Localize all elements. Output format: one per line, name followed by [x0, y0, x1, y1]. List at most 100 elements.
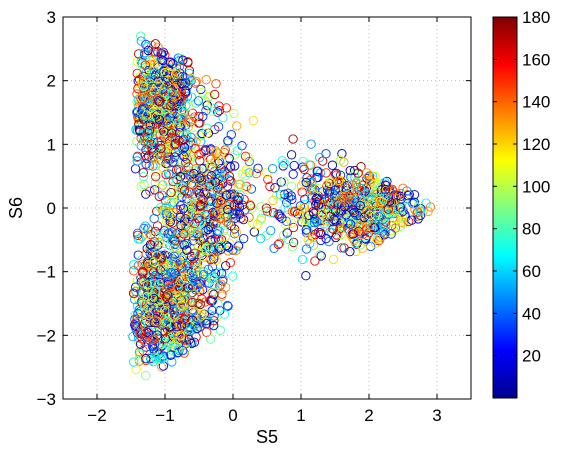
scatter-point	[132, 301, 143, 311]
scatter-point	[138, 81, 149, 92]
scatter-point	[228, 271, 238, 281]
scatter-point	[390, 204, 400, 214]
scatter-point	[231, 227, 241, 238]
scatter-point	[193, 299, 203, 310]
scatter-point	[187, 305, 197, 315]
scatter-point	[221, 282, 231, 293]
scatter-point	[220, 232, 230, 242]
scatter-point	[216, 148, 226, 159]
scatter-point	[216, 279, 226, 289]
scatter-point	[149, 257, 159, 267]
scatter-point	[149, 240, 159, 250]
scatter-point	[178, 203, 189, 214]
scatter-point	[215, 213, 225, 224]
scatter-point	[134, 119, 144, 129]
scatter-point	[240, 151, 251, 161]
scatter-point	[168, 176, 178, 187]
scatter-point	[234, 183, 244, 193]
scatter-point	[132, 136, 142, 147]
scatter-point	[190, 248, 200, 258]
scatter-point	[222, 300, 233, 311]
scatter-point	[208, 274, 218, 285]
scatter-point	[186, 199, 196, 209]
scatter-point	[317, 209, 327, 219]
scatter-point	[233, 195, 243, 205]
scatter-point	[150, 352, 160, 362]
scatter-point	[161, 302, 171, 312]
scatter-point	[299, 203, 310, 213]
scatter-point	[328, 254, 339, 265]
scatter-point	[190, 143, 200, 154]
scatter-point	[193, 241, 203, 251]
y-tick-label: 0	[47, 199, 56, 218]
scatter-point	[288, 237, 299, 248]
scatter-point	[153, 296, 164, 306]
scatter-point	[131, 318, 141, 328]
scatter-point	[396, 191, 406, 201]
scatter-point	[141, 67, 152, 77]
scatter-point	[147, 76, 157, 86]
scatter-point	[268, 208, 279, 218]
colorbar-tick-label: 160	[522, 50, 550, 69]
scatter-point	[140, 103, 150, 114]
scatter-point	[280, 203, 290, 213]
scatter-point	[198, 111, 208, 122]
scatter-point	[409, 197, 419, 207]
scatter-point	[308, 184, 318, 194]
scatter-point	[161, 292, 171, 302]
scatter-point	[133, 308, 143, 319]
scatter-point	[241, 181, 252, 191]
scatter-point	[345, 165, 355, 176]
scatter-point	[287, 242, 298, 252]
scatter-point	[201, 75, 211, 85]
scatter-point	[129, 266, 139, 276]
colorbar-gradient	[492, 16, 518, 399]
scatter-point	[219, 225, 229, 236]
scatter-point	[137, 307, 148, 318]
scatter-point	[360, 232, 370, 242]
scatter-point	[216, 195, 226, 206]
scatter-point	[184, 170, 194, 180]
scatter-point	[172, 175, 182, 186]
scatter-point	[174, 258, 184, 268]
scatter-point	[168, 157, 178, 168]
scatter-point	[182, 260, 192, 271]
scatter-point	[287, 207, 298, 217]
scatter-point	[155, 354, 165, 365]
scatter-point	[142, 280, 153, 290]
scatter-point	[149, 110, 159, 120]
scatter-point	[150, 230, 160, 241]
scatter-point	[187, 179, 197, 189]
scatter-point	[312, 172, 322, 183]
scatter-point	[179, 151, 189, 162]
scatter-point	[143, 139, 154, 149]
scatter-point	[142, 110, 152, 120]
scatter-point	[166, 350, 176, 360]
scatter-point	[198, 309, 208, 320]
scatter-point	[167, 108, 177, 118]
scatter-point	[208, 219, 218, 229]
scatter-point	[403, 190, 413, 201]
scatter-point	[193, 228, 203, 238]
scatter-point	[171, 76, 182, 86]
scatter-point	[247, 218, 258, 228]
scatter-point	[346, 180, 356, 190]
scatter-point	[163, 176, 173, 186]
scatter-point	[175, 165, 185, 175]
scatter-point	[155, 352, 165, 362]
colorbar-tick-label: 60	[522, 262, 541, 281]
scatter-point	[177, 263, 187, 273]
scatter-point	[278, 161, 288, 171]
scatter-point	[327, 160, 338, 170]
scatter-point	[176, 276, 186, 286]
scatter-point	[194, 283, 204, 294]
scatter-point	[139, 93, 149, 103]
scatter-point	[149, 293, 159, 304]
scatter-point	[209, 316, 219, 326]
scatter-point	[244, 156, 254, 167]
scatter-point	[325, 177, 335, 188]
scatter-point	[168, 330, 179, 341]
scatter-point	[168, 59, 178, 69]
scatter-point	[187, 148, 197, 158]
scatter-point	[143, 303, 153, 313]
